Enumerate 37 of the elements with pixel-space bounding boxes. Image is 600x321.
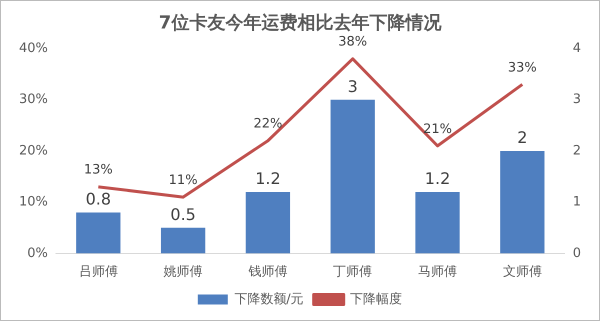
- bar: [415, 192, 460, 254]
- data-label: 33%: [508, 60, 537, 76]
- y2-tick-label: 0: [572, 246, 582, 261]
- data-label: 21%: [423, 122, 452, 137]
- data-label: 11%: [168, 172, 198, 188]
- y-tick-label: 20%: [18, 143, 48, 158]
- bar: [330, 100, 375, 254]
- x-tick-label: 姚师傅: [164, 264, 203, 280]
- data-label: 22%: [253, 116, 282, 132]
- chart-title: 7位卡友今年运费相比去年下降情况: [158, 12, 442, 34]
- legend-label: 下降数额/元: [234, 292, 304, 307]
- y2-tick-label: 1: [572, 194, 582, 210]
- x-tick-label: 丁师傅: [333, 264, 372, 280]
- data-label: 1.2: [424, 169, 450, 188]
- data-label: 13%: [84, 162, 113, 178]
- legend-label: 下降幅度: [350, 290, 402, 307]
- data-label: 0.5: [170, 204, 196, 224]
- data-label: 1.2: [255, 169, 281, 188]
- x-tick-label: 吕师傅: [78, 264, 118, 280]
- data-label: 38%: [338, 34, 368, 50]
- y-tick-label: 30%: [18, 92, 48, 108]
- x-tick-label: 钱师傅: [247, 264, 288, 280]
- y2-tick-label: 3: [572, 92, 582, 108]
- y-tick-label: 40%: [18, 40, 48, 56]
- y2-tick-label: 2: [572, 143, 582, 158]
- x-tick-label: 文师傅: [502, 264, 542, 280]
- y2-tick-label: 4: [572, 40, 582, 56]
- y-tick-label: 10%: [18, 194, 48, 210]
- data-label: 2: [517, 128, 528, 148]
- data-label: 0.8: [86, 190, 112, 209]
- x-tick-label: 马师傅: [418, 264, 458, 280]
- bar: [160, 228, 206, 254]
- bar: [246, 192, 290, 254]
- bar: [500, 151, 544, 254]
- data-label: 3: [348, 76, 358, 96]
- y-tick-label: 0%: [27, 246, 48, 261]
- bar: [76, 212, 120, 254]
